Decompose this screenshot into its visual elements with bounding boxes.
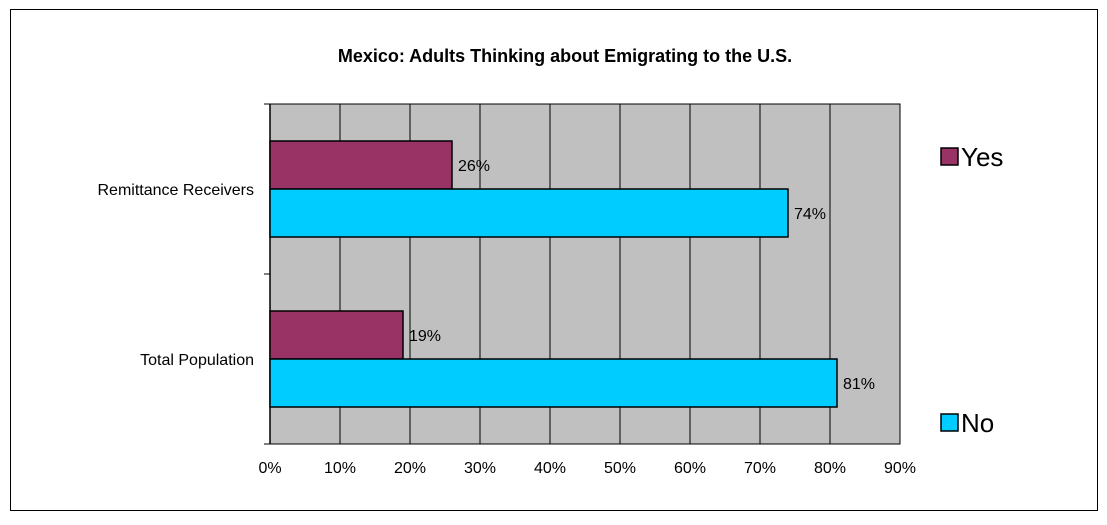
legend-swatch-no [940,413,959,432]
bar-no [269,188,789,238]
bar-yes [269,310,404,360]
x-tick-label: 0% [258,460,281,477]
data-label: 81% [843,376,875,393]
bar-yes [269,140,453,190]
chart-title: Mexico: Adults Thinking about Emigrating… [338,46,792,66]
legend-swatch-yes [940,147,959,166]
x-tick-label: 80% [814,460,846,477]
x-tick-label: 10% [324,460,356,477]
x-tick-label: 50% [604,460,636,477]
legend: Yes No [940,142,1003,438]
data-label: 74% [794,206,826,223]
bar-no [269,358,838,408]
data-label: 19% [409,328,441,345]
y-category-label: Total Population [140,352,254,369]
x-tick-label: 30% [464,460,496,477]
legend-label-yes: Yes [961,142,1003,172]
plot-area: 0% 10% 20% 30% 40% 50% 60% 70% 80% 90% Remittance … [98,103,916,477]
x-tick-label: 60% [674,460,706,477]
y-category-label: Remittance Receivers [98,182,255,199]
data-label: 26% [458,158,490,175]
x-tick-label: 40% [534,460,566,477]
x-tick-label: 20% [394,460,426,477]
x-tick-label: 90% [884,460,916,477]
x-tick-label: 70% [744,460,776,477]
legend-label-no: No [961,408,994,438]
